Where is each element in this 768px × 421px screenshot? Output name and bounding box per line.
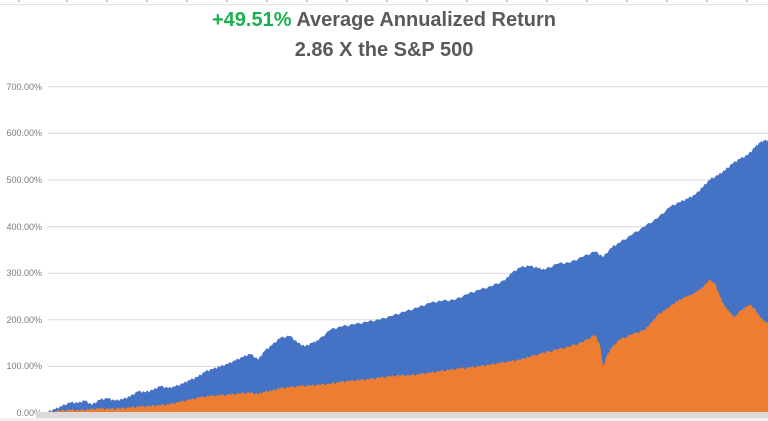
y-axis-tick-label: 0.00% bbox=[16, 408, 42, 418]
performance-area-chart[interactable] bbox=[48, 80, 768, 414]
area-series-sp500-cumulative-return bbox=[48, 279, 768, 413]
y-axis-tick-label: 700.00% bbox=[6, 81, 42, 92]
annualized-return-value: +49.51% bbox=[211, 9, 292, 31]
y-axis-tick-label: 100.00% bbox=[6, 361, 42, 372]
y-axis-tick-label: 600.00% bbox=[6, 128, 42, 139]
area-chart-plot bbox=[48, 86, 768, 414]
spreadsheet-column-gridline-ticks bbox=[0, 0, 768, 2]
annualized-return-label: Average Annualized Return bbox=[291, 9, 556, 31]
y-axis-tick-label: 500.00% bbox=[6, 175, 42, 185]
chart-title: +49.51% Average Annualized Return 2.86 X… bbox=[0, 5, 768, 65]
sp500-multiple-label: 2.86 X the S&P 500 bbox=[294, 39, 474, 61]
y-axis-labels: 0.00% 100.00% 200.00% 300.00% 400.00% 500.00%… bbox=[0, 0, 46, 421]
y-axis-tick-label: 300.00% bbox=[6, 268, 42, 279]
y-axis-tick-label: 400.00% bbox=[6, 221, 42, 232]
spreadsheet-bottom-row-sliver-2 bbox=[0, 418, 768, 421]
chart-title-line1: +49.51% Average Annualized Return bbox=[0, 5, 768, 35]
spreadsheet-top-row-sliver bbox=[0, 0, 768, 5]
y-axis-tick-label: 200.00% bbox=[6, 314, 42, 325]
spreadsheet-bottom-row-sliver bbox=[36, 412, 768, 418]
